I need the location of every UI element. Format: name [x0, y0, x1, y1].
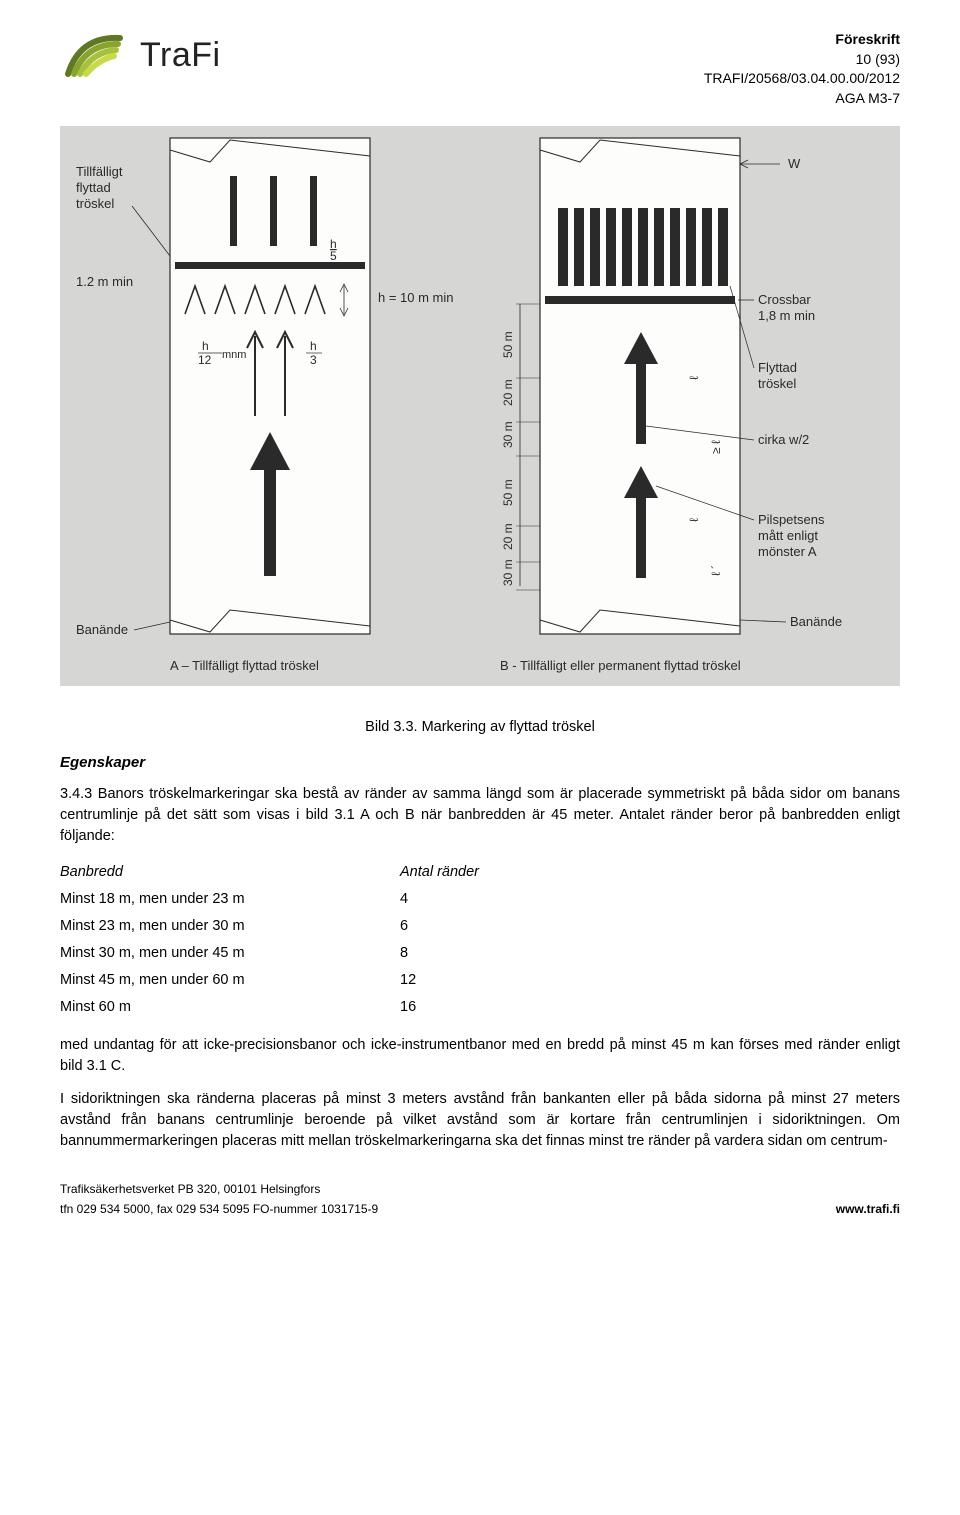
para-1: 3.4.3 Banors tröskelmarkeringar ska best… — [60, 784, 900, 847]
section-heading: Egenskaper — [60, 752, 900, 774]
stripe-count-table: Banbredd Antal ränder Minst 18 m, men un… — [60, 859, 479, 1021]
svg-text:Tillfälligt: Tillfälligt — [76, 164, 123, 179]
table-row: Minst 18 m, men under 23 m4 — [60, 886, 479, 913]
th-antal: Antal ränder — [400, 859, 479, 886]
footer-address: Trafiksäkerhetsverket PB 320, 00101 Hels… — [60, 1180, 900, 1199]
svg-text:50 m: 50 m — [501, 480, 515, 507]
svg-text:≥ ℓ: ≥ ℓ — [709, 440, 723, 454]
caption-a: A – Tillfälligt flyttad tröskel — [170, 658, 319, 673]
doc-ref: TRAFI/20568/03.04.00.00/2012 — [704, 69, 900, 89]
table-row: Minst 45 m, men under 60 m12 — [60, 967, 479, 994]
label-banande-a: Banände — [76, 622, 128, 637]
svg-text:5: 5 — [330, 249, 337, 263]
svg-text:20 m: 20 m — [501, 524, 515, 551]
svg-text:Flyttad: Flyttad — [758, 360, 797, 375]
label-w2: cirka w/2 — [758, 432, 809, 447]
trafi-logo-icon — [60, 30, 130, 82]
para-3: I sidoriktningen ska ränderna placeras p… — [60, 1089, 900, 1152]
svg-text:mått enligt: mått enligt — [758, 528, 818, 543]
svg-text:30 m: 30 m — [501, 422, 515, 449]
svg-text:3: 3 — [310, 353, 317, 367]
page-number: 10 (93) — [704, 50, 900, 70]
caption-b: B - Tillfälligt eller permanent flyttad … — [500, 658, 741, 673]
svg-text:ℓ: ℓ — [687, 518, 701, 522]
svg-text:mönster A: mönster A — [758, 544, 817, 559]
svg-text:50 m: 50 m — [501, 332, 515, 359]
table-row: Minst 60 m16 — [60, 994, 479, 1021]
svg-text:mnm: mnm — [222, 349, 246, 361]
footer-contact: tfn 029 534 5000, fax 029 534 5095 FO-nu… — [60, 1200, 378, 1219]
dim-1-2m: 1.2 m min — [76, 274, 133, 289]
label-banande-b: Banände — [790, 614, 842, 629]
svg-text:h: h — [310, 339, 317, 353]
table-row: Minst 23 m, men under 30 m6 — [60, 913, 479, 940]
footer-site: www.trafi.fi — [836, 1200, 900, 1219]
logo-text: TraFi — [140, 31, 221, 80]
svg-text:ℓ: ℓ — [687, 376, 701, 380]
figure-3-3: Tillfälligt flyttad tröskel 1.2 m min h … — [60, 126, 900, 693]
threshold-diagram: Tillfälligt flyttad tröskel 1.2 m min h … — [60, 126, 900, 686]
svg-text:tröskel: tröskel — [76, 196, 114, 211]
table-row: Minst 30 m, men under 45 m8 — [60, 940, 479, 967]
label-h-10m: h = 10 m min — [378, 290, 454, 305]
svg-text:1,8 m min: 1,8 m min — [758, 308, 815, 323]
svg-text:12: 12 — [198, 353, 212, 367]
svg-text:h: h — [202, 339, 209, 353]
svg-text:ℓ ´: ℓ ´ — [709, 565, 723, 576]
doc-type: Föreskrift — [704, 30, 900, 50]
label-w: W — [788, 156, 801, 171]
svg-text:20 m: 20 m — [501, 380, 515, 407]
svg-text:Pilspetsens: Pilspetsens — [758, 512, 825, 527]
page-footer: Trafiksäkerhetsverket PB 320, 00101 Hels… — [60, 1180, 900, 1218]
svg-text:30 m: 30 m — [501, 560, 515, 587]
page-header: TraFi Föreskrift 10 (93) TRAFI/20568/03.… — [60, 30, 900, 108]
doc-code: AGA M3-7 — [704, 89, 900, 109]
svg-text:flyttad: flyttad — [76, 180, 111, 195]
figure-caption: Bild 3.3. Markering av flyttad tröskel — [60, 717, 900, 738]
svg-text:tröskel: tröskel — [758, 376, 796, 391]
para-2: med undantag för att icke-precisionsbano… — [60, 1035, 900, 1077]
th-banbredd: Banbredd — [60, 859, 400, 886]
header-meta: Föreskrift 10 (93) TRAFI/20568/03.04.00.… — [704, 30, 900, 108]
logo: TraFi — [60, 30, 221, 82]
svg-text:Crossbar: Crossbar — [758, 292, 811, 307]
